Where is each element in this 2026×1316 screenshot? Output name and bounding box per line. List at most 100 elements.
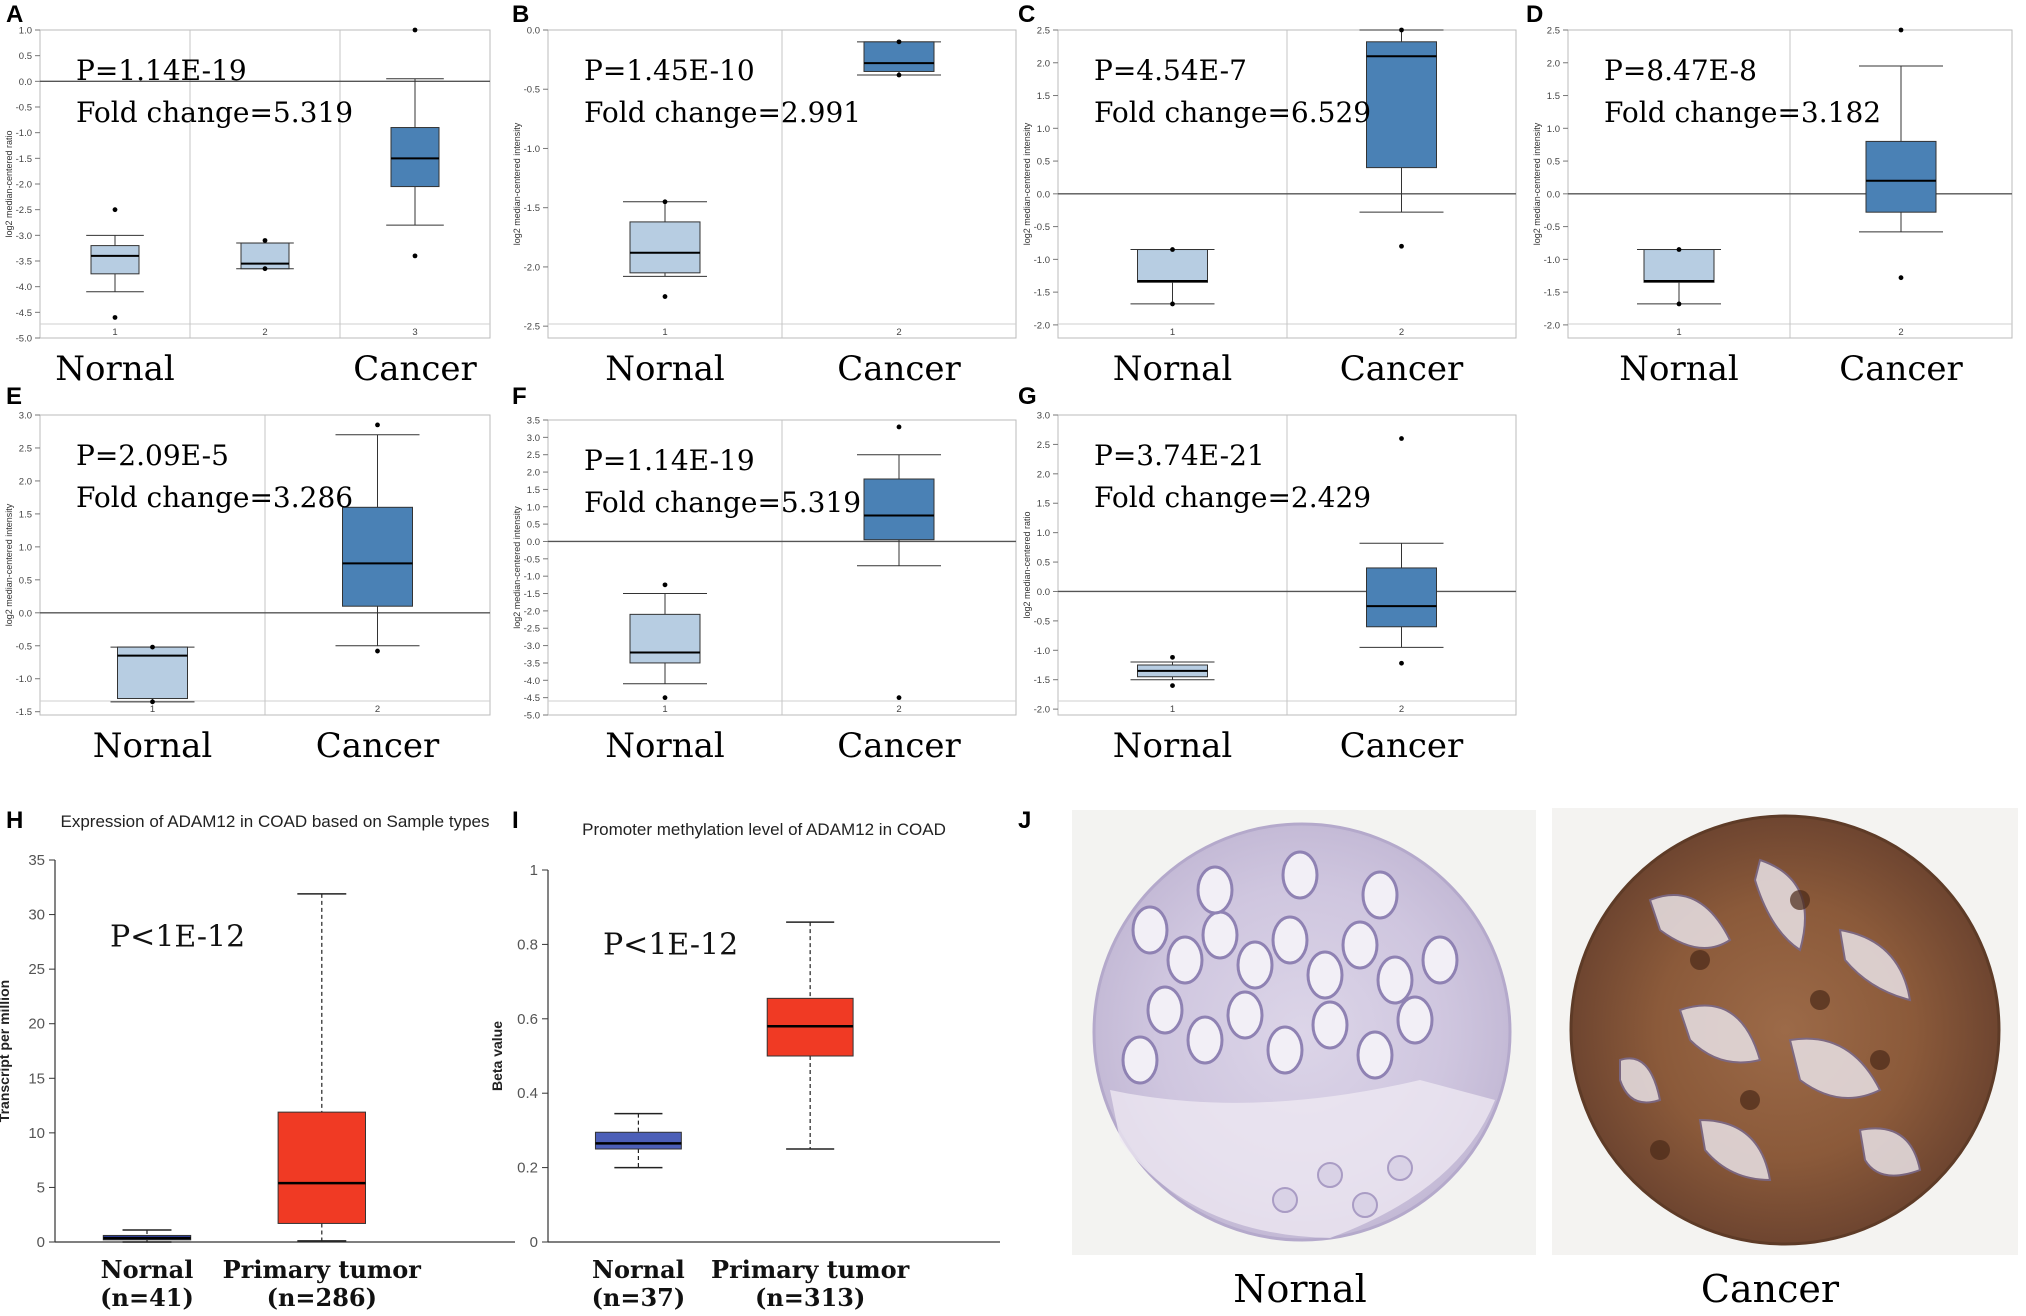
- box-body: [1643, 249, 1715, 283]
- outlier-point: [1898, 27, 1904, 33]
- y-axis-label: log2 median-centered intensity: [512, 506, 522, 629]
- outlier-point: [1170, 654, 1175, 660]
- outlier-point: [262, 266, 268, 272]
- y-tick-label: 0.5: [1547, 157, 1560, 168]
- outlier-point: [375, 422, 380, 428]
- y-tick-label: 0.2: [517, 1160, 538, 1177]
- y-tick-label: -1.5: [524, 589, 540, 600]
- category-sample-size: (n=37): [592, 1283, 686, 1312]
- group-label-cancer: Cancer: [1839, 349, 1963, 389]
- y-tick-label: -3.5: [16, 257, 32, 268]
- gland-crypt: [1361, 870, 1399, 920]
- outlier-point: [1399, 27, 1404, 33]
- outlier-point: [662, 582, 668, 588]
- category-sample-size: (n=41): [100, 1283, 194, 1312]
- y-tick-label: 0.0: [1547, 189, 1560, 200]
- outlier-point: [1170, 301, 1175, 307]
- gland-crypt: [1201, 910, 1239, 960]
- y-tick-label: -1.0: [16, 674, 32, 685]
- outlier-point: [1170, 247, 1175, 252]
- y-tick-label: 1.5: [527, 485, 540, 496]
- panel-label: J: [1018, 807, 1031, 834]
- outlier-point: [112, 207, 118, 213]
- y-tick-label: 1.5: [1037, 91, 1050, 102]
- y-axis-label: Transcript per million: [0, 980, 12, 1122]
- y-tick-label: -3.5: [524, 658, 540, 669]
- category-label: Nornal: [592, 1255, 685, 1284]
- y-tick-label: 3.0: [19, 411, 32, 422]
- outlier-point: [112, 315, 118, 320]
- box-body: [1865, 140, 1937, 213]
- gland-crypt: [1266, 1025, 1304, 1075]
- box-2: 2: [236, 238, 294, 338]
- panel-label: H: [6, 807, 23, 834]
- y-tick-label: 0.5: [19, 575, 32, 586]
- fold-change-annotation: Fold change=3.286: [76, 481, 353, 514]
- panel-label: D: [1526, 1, 1543, 28]
- box-body: [1366, 567, 1437, 628]
- box-body: [277, 1111, 367, 1224]
- panel-h: H Expression of ADAM12 in COAD based on S…: [0, 807, 515, 1312]
- y-tick-label: 0.5: [19, 51, 32, 62]
- stain-focus: [1790, 890, 1810, 910]
- y-tick-label: -2.5: [524, 322, 540, 333]
- gland-crypt: [1146, 985, 1184, 1035]
- y-tick-label: -0.5: [1034, 222, 1050, 233]
- fold-change-annotation: Fold change=6.529: [1094, 96, 1371, 129]
- panel-g: G3.0 2.5 2.0 1.5 1.0 0.5 0.0 -0.5 -1.0 -1.5 -2.0 lo…: [1018, 383, 1517, 766]
- group-label-normal: Nornal: [1113, 349, 1233, 389]
- box-body: [594, 1131, 682, 1150]
- y-tick-label: -1.0: [1544, 255, 1560, 266]
- gland-crypt: [1356, 1030, 1394, 1080]
- y-tick-label: -0.5: [16, 103, 32, 114]
- box-body: [342, 506, 413, 607]
- fold-change-annotation: Fold change=5.319: [584, 486, 861, 519]
- box-body: [629, 613, 701, 664]
- y-tick-label: 1.0: [527, 502, 540, 513]
- box-3: 3: [386, 27, 444, 338]
- category-label: Nornal: [101, 1255, 194, 1284]
- fold-change-annotation: Fold change=2.429: [1094, 481, 1371, 514]
- y-tick-label: 0.6: [517, 1011, 538, 1028]
- x-tick-label: 1: [1170, 704, 1175, 715]
- y-axis-label: Beta value: [489, 1021, 505, 1091]
- box-body: [629, 221, 701, 274]
- y-tick-label: 0.5: [1037, 558, 1050, 569]
- y-tick-label: 2.0: [1037, 469, 1050, 480]
- panel-e: E3.0 2.5 2.0 1.5 1.0 0.5 0.0 -0.5 -1.0 -1.5 log2 m…: [4, 383, 491, 766]
- box-body: [863, 41, 935, 72]
- y-tick-label: 10: [28, 1125, 45, 1142]
- box-body: [1366, 41, 1437, 169]
- outlier-point: [412, 27, 418, 33]
- vessel: [1317, 1162, 1343, 1188]
- outlier-point: [375, 648, 380, 654]
- tumor-lumen: [1678, 1004, 1762, 1064]
- x-tick-label: 3: [412, 327, 417, 338]
- box-1: 1: [623, 582, 707, 715]
- p-value-annotation: P<1E-12: [603, 927, 738, 962]
- tumor-lumen: [1788, 1037, 1882, 1099]
- gland-crypt: [1281, 850, 1319, 900]
- stain-focus: [1740, 1090, 1760, 1110]
- gland-crypt: [1226, 990, 1264, 1040]
- x-tick-label: 1: [112, 327, 117, 338]
- panel-label: I: [512, 807, 519, 834]
- gland-crypt: [1271, 915, 1309, 965]
- gland-crypt: [1376, 955, 1414, 1005]
- x-tick-label: 2: [375, 704, 380, 715]
- outlier-point: [662, 294, 668, 299]
- box-1: 1: [1130, 654, 1215, 715]
- outlier-point: [896, 72, 902, 78]
- group-label-cancer: Cancer: [353, 349, 477, 389]
- y-tick-label: 30: [28, 907, 45, 924]
- x-tick-label: 1: [1170, 327, 1175, 338]
- group-label-cancer: Cancer: [1340, 726, 1464, 766]
- y-tick-label: 2.0: [1547, 58, 1560, 69]
- outlier-point: [412, 253, 418, 259]
- y-tick-label: 2.0: [1037, 58, 1050, 69]
- outlier-point: [1399, 243, 1404, 249]
- y-tick-label: 1: [530, 862, 538, 879]
- p-value-annotation: P=1.45E-10: [584, 54, 755, 87]
- fold-change-annotation: Fold change=2.991: [584, 96, 861, 129]
